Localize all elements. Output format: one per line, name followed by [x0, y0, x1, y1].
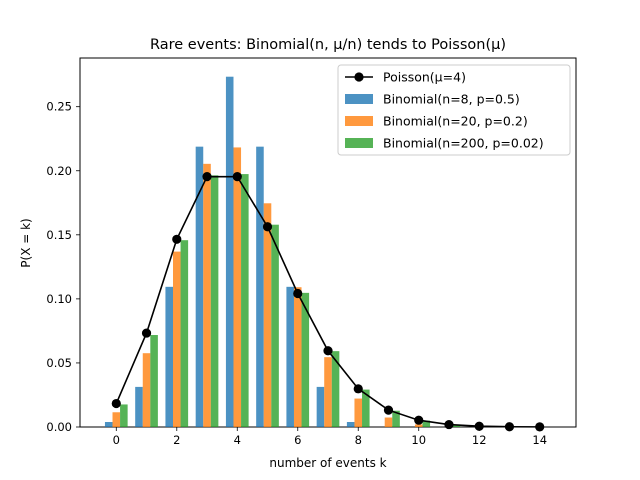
x-tick-label: 6	[294, 433, 301, 447]
bar	[414, 424, 423, 427]
poisson-point	[504, 422, 515, 432]
poisson-point	[293, 288, 303, 299]
legend-item: Binomial(n=20, p=0.2)	[345, 114, 528, 129]
y-tick-label: 0.25	[46, 100, 72, 114]
bar	[180, 240, 189, 427]
legend-label: Binomial(n=200, p=0.02)	[383, 136, 544, 151]
poisson-point	[111, 398, 121, 409]
bar	[316, 386, 325, 427]
poisson-point	[202, 172, 212, 182]
bar	[422, 420, 431, 427]
bars	[104, 76, 521, 428]
x-tick-label: 12	[472, 433, 487, 447]
poisson-point	[414, 415, 424, 425]
bar	[195, 146, 204, 427]
bar	[301, 292, 310, 427]
poisson-point	[444, 419, 454, 430]
bar	[354, 398, 363, 427]
x-axis-label: number of events k	[269, 456, 386, 470]
legend-label: Binomial(n=20, p=0.2)	[383, 114, 528, 129]
bar	[135, 386, 143, 427]
legend-bar-swatch	[345, 116, 373, 126]
bar	[150, 335, 158, 427]
bar	[112, 412, 121, 427]
legend-item: Binomial(n=8, p=0.5)	[345, 92, 520, 107]
bar	[203, 163, 211, 428]
bar	[233, 147, 242, 427]
legend-label: Poisson(μ=4)	[383, 70, 466, 85]
bar	[452, 424, 461, 427]
bar	[324, 357, 332, 427]
poisson-series	[111, 172, 545, 432]
bar-series	[112, 147, 483, 428]
y-tick-label: 0.05	[46, 356, 72, 370]
bar	[104, 422, 113, 427]
x-tick-label: 2	[173, 433, 180, 447]
x-tick-label: 10	[411, 433, 426, 447]
legend-box	[337, 64, 571, 156]
x-tick-label: 0	[113, 433, 120, 447]
bar	[263, 203, 272, 427]
bar	[384, 417, 393, 427]
bar	[241, 174, 249, 427]
legend: Poisson(μ=4) Binomial(n=8, p=0.5) Binomial…	[337, 64, 571, 156]
poisson-point	[262, 222, 273, 232]
poisson-point	[383, 405, 394, 415]
poisson-point	[535, 422, 545, 432]
x-tick-label: 8	[355, 433, 362, 447]
bar	[165, 286, 173, 427]
y-tick-label: 0.20	[46, 164, 72, 178]
bar	[210, 175, 219, 427]
legend-bar-swatch	[345, 138, 373, 148]
poisson-point	[141, 328, 152, 338]
bar	[225, 76, 234, 428]
x-tick-label: 4	[234, 433, 241, 447]
bar	[271, 224, 279, 427]
bar-series	[104, 76, 355, 428]
legend-marker-swatch	[354, 72, 364, 82]
poisson-point	[474, 421, 484, 431]
x-tick-label: 14	[532, 433, 547, 447]
bar	[392, 410, 400, 427]
y-tick-label: 0.10	[46, 292, 72, 306]
y-axis-label: P(X = k)	[19, 218, 33, 267]
legend-label: Binomial(n=8, p=0.5)	[383, 92, 520, 107]
bar	[173, 251, 181, 427]
bar-series	[120, 174, 521, 427]
bar	[331, 351, 340, 427]
chart-title: Rare events: Binomial(n, μ/n) tends to P…	[150, 37, 506, 53]
legend-item: Poisson(μ=4)	[345, 70, 466, 85]
poisson-point	[323, 346, 333, 356]
legend-item: Binomial(n=200, p=0.02)	[345, 136, 544, 151]
poisson-point	[172, 234, 182, 244]
y-tick-label: 0.00	[46, 420, 72, 434]
bar	[362, 389, 370, 427]
bar	[346, 422, 355, 427]
y-tick-label: 0.15	[46, 228, 72, 242]
x-axis: 0 2 4 6 8 10 12 14	[113, 427, 547, 447]
y-axis: 0.00 0.05 0.10 0.15 0.20 0.25	[46, 100, 80, 434]
poisson-point	[232, 172, 242, 182]
bar	[256, 146, 264, 427]
bar	[286, 286, 294, 427]
bar	[142, 353, 151, 427]
legend-bar-swatch	[345, 94, 373, 104]
bar	[293, 287, 302, 427]
bar	[120, 404, 128, 427]
poisson-point	[353, 384, 363, 394]
